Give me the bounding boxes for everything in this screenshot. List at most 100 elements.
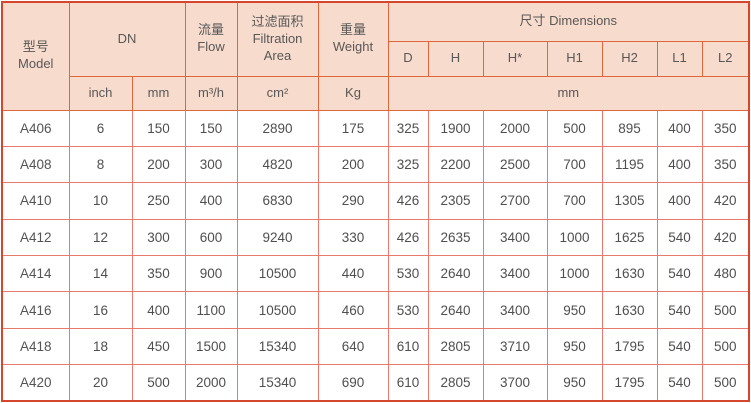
value-cell: 330 — [317, 218, 389, 257]
value-cell: 2700 — [482, 182, 548, 220]
unit-area: cm² — [236, 75, 319, 111]
value-cell: 3400 — [482, 218, 548, 257]
value-cell: 150 — [131, 109, 186, 147]
value-cell: 200 — [317, 145, 389, 184]
value-cell: 2890 — [236, 109, 319, 147]
value-cell: 175 — [317, 109, 389, 147]
value-cell: 540 — [656, 218, 703, 257]
value-cell: 640 — [317, 327, 389, 366]
table-row: A408 8 200 300 4820 200 325 2200 2500 700 1195 400 3… — [1, 145, 750, 184]
value-cell: 1500 — [184, 327, 238, 366]
value-cell: 1100 — [184, 291, 238, 329]
value-cell: 500 — [701, 291, 750, 329]
header-dim-h2: H2 — [601, 40, 658, 77]
value-cell: 3710 — [482, 327, 548, 366]
value-cell: 2635 — [427, 218, 484, 257]
header-flow-en: Flow — [197, 39, 225, 55]
header-filtration-area: 过滤面积 Filtration Area — [236, 1, 319, 77]
header-weight-en: Weight — [332, 39, 374, 55]
value-cell: 2640 — [427, 291, 484, 329]
value-cell: 420 — [701, 182, 750, 220]
header-weight-zh: 重量 — [339, 22, 366, 38]
value-cell: 400 — [131, 291, 186, 329]
table-row: A414 14 350 900 10500 440 530 2640 3400 1000 1630 5… — [1, 254, 750, 293]
header-dim-l2: L2 — [701, 40, 750, 77]
value-cell: 500 — [701, 327, 750, 366]
model-cell: A412 — [1, 218, 70, 257]
value-cell: 2200 — [427, 145, 484, 184]
value-cell: 2000 — [482, 109, 548, 147]
value-cell: 460 — [317, 291, 389, 329]
value-cell: 325 — [387, 145, 429, 184]
value-cell: 530 — [387, 291, 429, 329]
value-cell: 610 — [387, 364, 429, 402]
header-row-2: D H H* H1 H2 L1 L2 — [2, 40, 750, 77]
value-cell: 900 — [184, 254, 238, 293]
value-cell: 1305 — [601, 182, 658, 220]
value-cell: 18 — [68, 327, 133, 366]
value-cell: 6830 — [236, 182, 319, 220]
value-cell: 700 — [546, 182, 603, 220]
header-dim-d: D — [387, 40, 429, 77]
value-cell: 1900 — [427, 109, 484, 147]
value-cell: 950 — [546, 364, 603, 402]
value-cell: 2805 — [427, 327, 484, 366]
header-row-units: inch mm m³/h cm² Kg mm — [2, 75, 750, 111]
value-cell: 540 — [656, 291, 703, 329]
header-dimensions: 尺寸 Dimensions — [387, 1, 750, 42]
value-cell: 250 — [131, 182, 186, 220]
value-cell: 8 — [68, 145, 133, 184]
value-cell: 350 — [131, 254, 186, 293]
value-cell: 350 — [701, 145, 750, 184]
table-row: A412 12 300 600 9240 330 426 2635 3400 1000 1625 54… — [1, 218, 750, 257]
value-cell: 540 — [656, 364, 703, 402]
header-flow: 流量 Flow — [184, 1, 238, 77]
header-dim-h1: H1 — [546, 40, 603, 77]
value-cell: 450 — [131, 327, 186, 366]
value-cell: 400 — [656, 145, 703, 184]
header-model: 型号 Model — [1, 1, 70, 111]
value-cell: 290 — [317, 182, 389, 220]
model-cell: A416 — [1, 291, 70, 329]
value-cell: 16 — [68, 291, 133, 329]
value-cell: 610 — [387, 327, 429, 366]
value-cell: 4820 — [236, 145, 319, 184]
value-cell: 300 — [131, 218, 186, 257]
model-cell: A418 — [1, 327, 70, 366]
value-cell: 15340 — [236, 364, 319, 402]
value-cell: 400 — [656, 182, 703, 220]
header-weight: 重量 Weight — [317, 1, 389, 77]
unit-flow: m³/h — [184, 75, 238, 111]
value-cell: 3400 — [482, 254, 548, 293]
header-filtration-zh: 过滤面积 — [251, 13, 304, 29]
model-cell: A406 — [1, 109, 70, 147]
unit-mm: mm — [131, 75, 186, 111]
value-cell: 1000 — [546, 218, 603, 257]
value-cell: 300 — [184, 145, 238, 184]
header-dim-l1: L1 — [656, 40, 703, 77]
value-cell: 440 — [317, 254, 389, 293]
value-cell: 700 — [546, 145, 603, 184]
value-cell: 500 — [131, 364, 186, 402]
value-cell: 540 — [656, 327, 703, 366]
model-cell: A410 — [1, 182, 70, 220]
value-cell: 420 — [701, 218, 750, 257]
value-cell: 10 — [68, 182, 133, 220]
value-cell: 1000 — [546, 254, 603, 293]
header-flow-zh: 流量 — [197, 22, 224, 38]
value-cell: 400 — [656, 109, 703, 147]
value-cell: 600 — [184, 218, 238, 257]
value-cell: 426 — [387, 182, 429, 220]
value-cell: 350 — [701, 109, 750, 147]
value-cell: 6 — [68, 109, 133, 147]
value-cell: 10500 — [236, 254, 319, 293]
value-cell: 1795 — [601, 327, 658, 366]
value-cell: 150 — [184, 109, 238, 147]
table-header: 型号 Model DN 流量 Flow 过滤面积 Filtration Area… — [1, 1, 750, 111]
value-cell: 2640 — [427, 254, 484, 293]
unit-weight: Kg — [317, 75, 389, 111]
table-row: A418 18 450 1500 15340 640 610 2805 3710 950 1795 5… — [1, 327, 750, 366]
header-model-zh: 型号 — [22, 39, 49, 55]
value-cell: 200 — [131, 145, 186, 184]
